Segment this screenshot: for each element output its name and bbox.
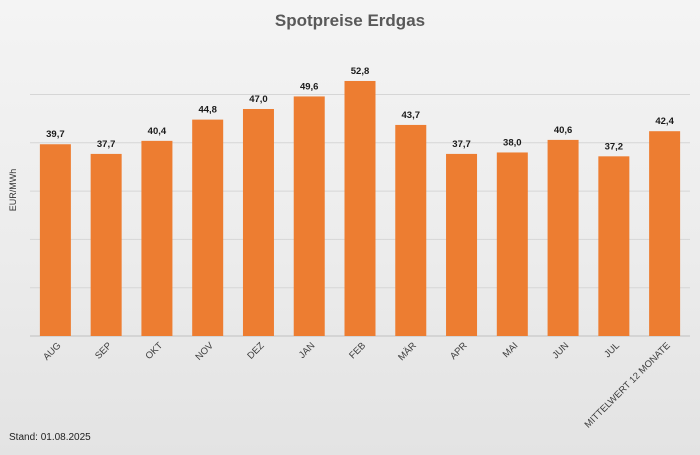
bar-2 — [141, 140, 173, 336]
bar-10 — [547, 139, 579, 336]
category-label-9: MAI — [501, 340, 521, 360]
category-label-8: APR — [448, 340, 470, 362]
category-label-1: SEP — [93, 340, 114, 361]
bar-7 — [395, 124, 427, 336]
bars — [39, 80, 681, 337]
bar-3 — [192, 119, 224, 336]
value-label-1: 37,7 — [97, 139, 116, 150]
bar-0 — [39, 144, 71, 336]
stand-date: Stand: 01.08.2025 — [9, 432, 91, 443]
category-label-0: AUG — [41, 340, 63, 362]
value-label-10: 40,6 — [554, 125, 573, 136]
bar-9 — [496, 152, 528, 336]
category-label-12: MITTELWERT 12 MONATE — [583, 340, 673, 430]
value-label-11: 37,2 — [605, 141, 624, 152]
value-label-6: 52,8 — [351, 66, 370, 77]
category-label-7: MÄR — [396, 340, 419, 363]
value-label-12: 42,4 — [655, 116, 674, 127]
category-label-4: DEZ — [245, 340, 266, 361]
category-label-2: OKT — [143, 340, 165, 362]
bar-8 — [446, 153, 478, 336]
bar-5 — [293, 96, 325, 336]
bar-4 — [242, 108, 274, 337]
value-label-3: 44,8 — [198, 105, 217, 116]
category-labels: AUG SEP OKT NOV DEZ JAN FEB MÄR APR MAI JUN JULMITT… — [41, 340, 673, 431]
value-label-2: 40,4 — [148, 126, 167, 137]
bar-6 — [344, 80, 376, 336]
value-label-0: 39,7 — [46, 129, 65, 140]
value-label-9: 38,0 — [503, 137, 522, 148]
y-axis-label: EUR/MWh — [8, 169, 18, 212]
category-label-10: JUN — [550, 340, 571, 361]
value-label-5: 49,6 — [300, 81, 319, 92]
value-label-4: 47,0 — [249, 94, 268, 105]
category-label-3: NOV — [193, 340, 216, 363]
bar-1 — [90, 153, 122, 336]
category-label-6: FEB — [347, 340, 368, 361]
value-label-8: 37,7 — [452, 139, 471, 150]
value-label-7: 43,7 — [402, 110, 421, 121]
chart-title: Spotpreise Erdgas — [275, 11, 425, 30]
bar-11 — [598, 156, 630, 336]
value-labels: 39,7 37,7 40,4 44,8 47,0 49,6 52,8 43,7 37,7 38,0… — [46, 66, 674, 152]
bar-12 — [649, 131, 681, 336]
category-label-11: JUL — [602, 340, 622, 360]
category-label-5: JAN — [297, 340, 318, 361]
